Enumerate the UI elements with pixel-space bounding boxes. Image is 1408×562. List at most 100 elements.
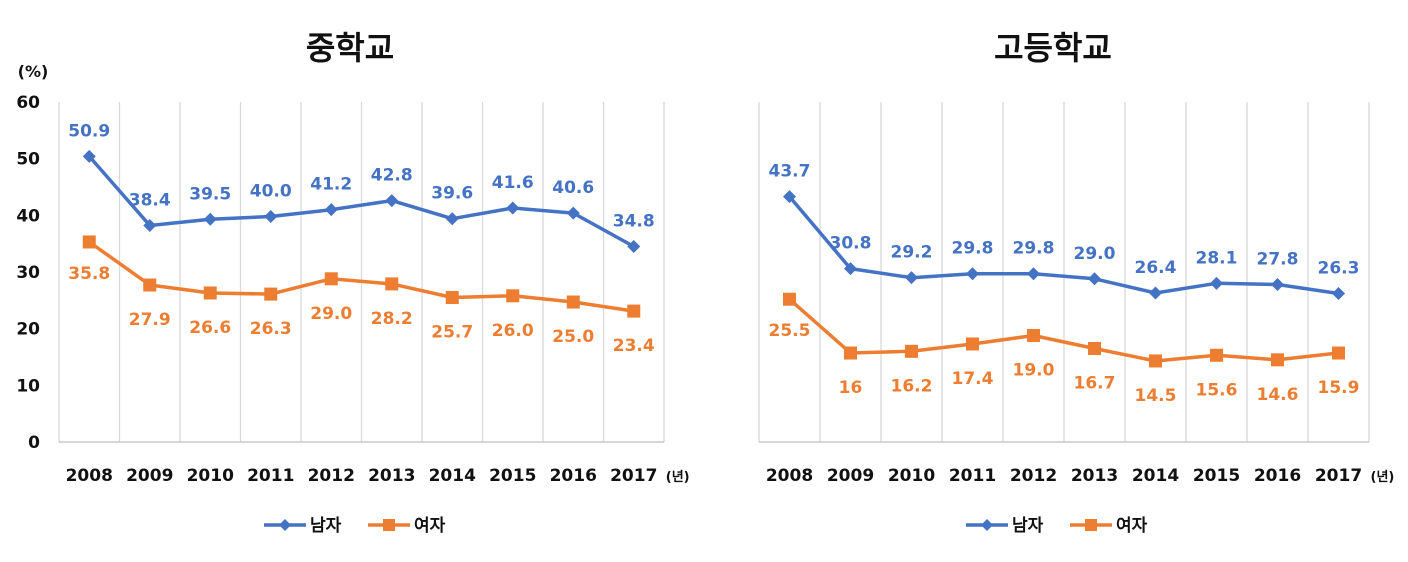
x-tick-label: 2011 (949, 466, 996, 486)
chart-title: 고등학교 (994, 29, 1112, 67)
data-point-marker (783, 190, 796, 204)
data-point-marker (1271, 277, 1284, 291)
x-axis-unit: (년) (666, 470, 690, 485)
data-point-marker (1332, 287, 1345, 301)
x-tick-label: 2012 (308, 466, 355, 486)
data-point-marker (1027, 328, 1040, 342)
x-tick-label: 2016 (550, 466, 597, 486)
data-label: 16.2 (891, 376, 933, 396)
x-axis-unit: (년) (1371, 470, 1395, 485)
data-label: 41.6 (492, 173, 534, 193)
data-label: 34.8 (613, 212, 655, 232)
x-tick-label: 2010 (888, 466, 935, 486)
data-point-marker (1088, 342, 1101, 355)
chart-title: 중학교 (306, 29, 394, 67)
data-point-marker (627, 304, 641, 318)
data-point-marker (385, 277, 399, 291)
data-point-marker (566, 206, 580, 220)
data-label: 39.5 (189, 184, 231, 204)
y-tick-label: 0 (28, 433, 40, 453)
series-line-여자 (88, 240, 635, 313)
x-tick-label: 2008 (66, 466, 113, 486)
data-point-marker (143, 278, 157, 292)
data-label: 35.8 (68, 264, 110, 284)
legend-marker (279, 519, 291, 531)
data-point-marker (506, 289, 520, 303)
data-label: 39.6 (431, 184, 473, 204)
data-point-marker (1332, 346, 1345, 360)
x-tick-label: 2017 (1315, 466, 1362, 486)
y-tick-label: 40 (16, 206, 40, 226)
legend-marker (981, 519, 993, 531)
data-point-marker (1088, 272, 1101, 286)
data-point-marker (844, 346, 857, 360)
data-point-marker (445, 291, 459, 304)
data-label: 14.6 (1257, 385, 1299, 405)
data-label: 27.8 (1257, 249, 1299, 269)
data-point-marker (1027, 267, 1040, 281)
data-point-marker (1210, 348, 1223, 362)
data-label: 25.7 (431, 323, 473, 343)
data-label: 25.0 (552, 327, 594, 347)
data-label: 16 (839, 378, 863, 398)
data-label: 19.0 (1013, 360, 1055, 380)
high-school-chart: 고등학교 2008 2009 2010 2011 2012 2013 2014 2015 2016… (758, 29, 1395, 536)
data-label: 43.7 (769, 162, 811, 182)
series-line-여자 (788, 297, 1339, 363)
data-label: 40.0 (250, 181, 292, 201)
data-point-marker (82, 149, 96, 163)
data-point-marker (143, 219, 157, 233)
x-tick-label: 2012 (1010, 466, 1057, 486)
data-point-marker (506, 201, 520, 215)
data-label: 17.4 (952, 369, 994, 389)
y-tick-label: 30 (16, 263, 40, 283)
data-point-marker (1271, 353, 1284, 367)
data-label: 42.8 (371, 166, 413, 186)
legend-marker (383, 519, 395, 531)
data-point-marker (844, 262, 857, 276)
data-point-marker (82, 235, 96, 249)
legend-label: 여자 (1116, 516, 1148, 536)
x-tick-label: 2014 (429, 466, 476, 486)
data-label: 26.4 (1135, 258, 1177, 278)
data-label: 15.9 (1318, 378, 1360, 398)
data-label: 26.6 (189, 318, 231, 338)
data-point-marker (264, 287, 278, 301)
data-point-marker (385, 194, 399, 208)
data-point-marker (905, 344, 918, 358)
data-point-marker (445, 212, 459, 226)
data-label: 29.0 (310, 304, 352, 324)
y-tick-label: 50 (16, 150, 40, 170)
x-tick-label: 2015 (489, 466, 536, 486)
x-tick-label: 2011 (247, 466, 294, 486)
x-tick-label: 2010 (187, 466, 234, 486)
data-label: 30.8 (830, 234, 872, 254)
data-label: 29.2 (891, 243, 933, 263)
data-point-marker (905, 271, 918, 285)
data-point-marker (203, 212, 217, 226)
data-label: 26.0 (492, 321, 534, 341)
data-label: 14.5 (1135, 386, 1177, 406)
data-label: 29.8 (952, 239, 994, 259)
data-point-marker (324, 272, 338, 286)
data-label: 23.4 (613, 336, 655, 356)
data-label: 29.8 (1013, 239, 1055, 259)
x-tick-label: 2015 (1193, 466, 1240, 486)
y-tick-label: 60 (16, 93, 40, 113)
x-tick-label: 2008 (766, 466, 813, 486)
y-axis-unit: (%) (18, 62, 49, 81)
y-tick-label: 10 (16, 376, 40, 396)
data-point-marker (203, 286, 217, 300)
data-label: 25.5 (769, 321, 811, 341)
middle-school-chart: 중학교 (%) 0 10 20 30 40 50 60 2008 2009 2010 2011 2012 2… (16, 29, 689, 536)
data-point-marker (264, 209, 278, 223)
data-label: 50.9 (68, 121, 110, 141)
legend-label: 여자 (414, 516, 446, 536)
legend-marker (1085, 519, 1097, 531)
data-label: 15.6 (1196, 380, 1238, 400)
x-tick-label: 2014 (1132, 466, 1179, 486)
data-point-marker (966, 337, 979, 351)
legend-label: 남자 (1012, 516, 1044, 536)
data-point-marker (1149, 354, 1162, 368)
